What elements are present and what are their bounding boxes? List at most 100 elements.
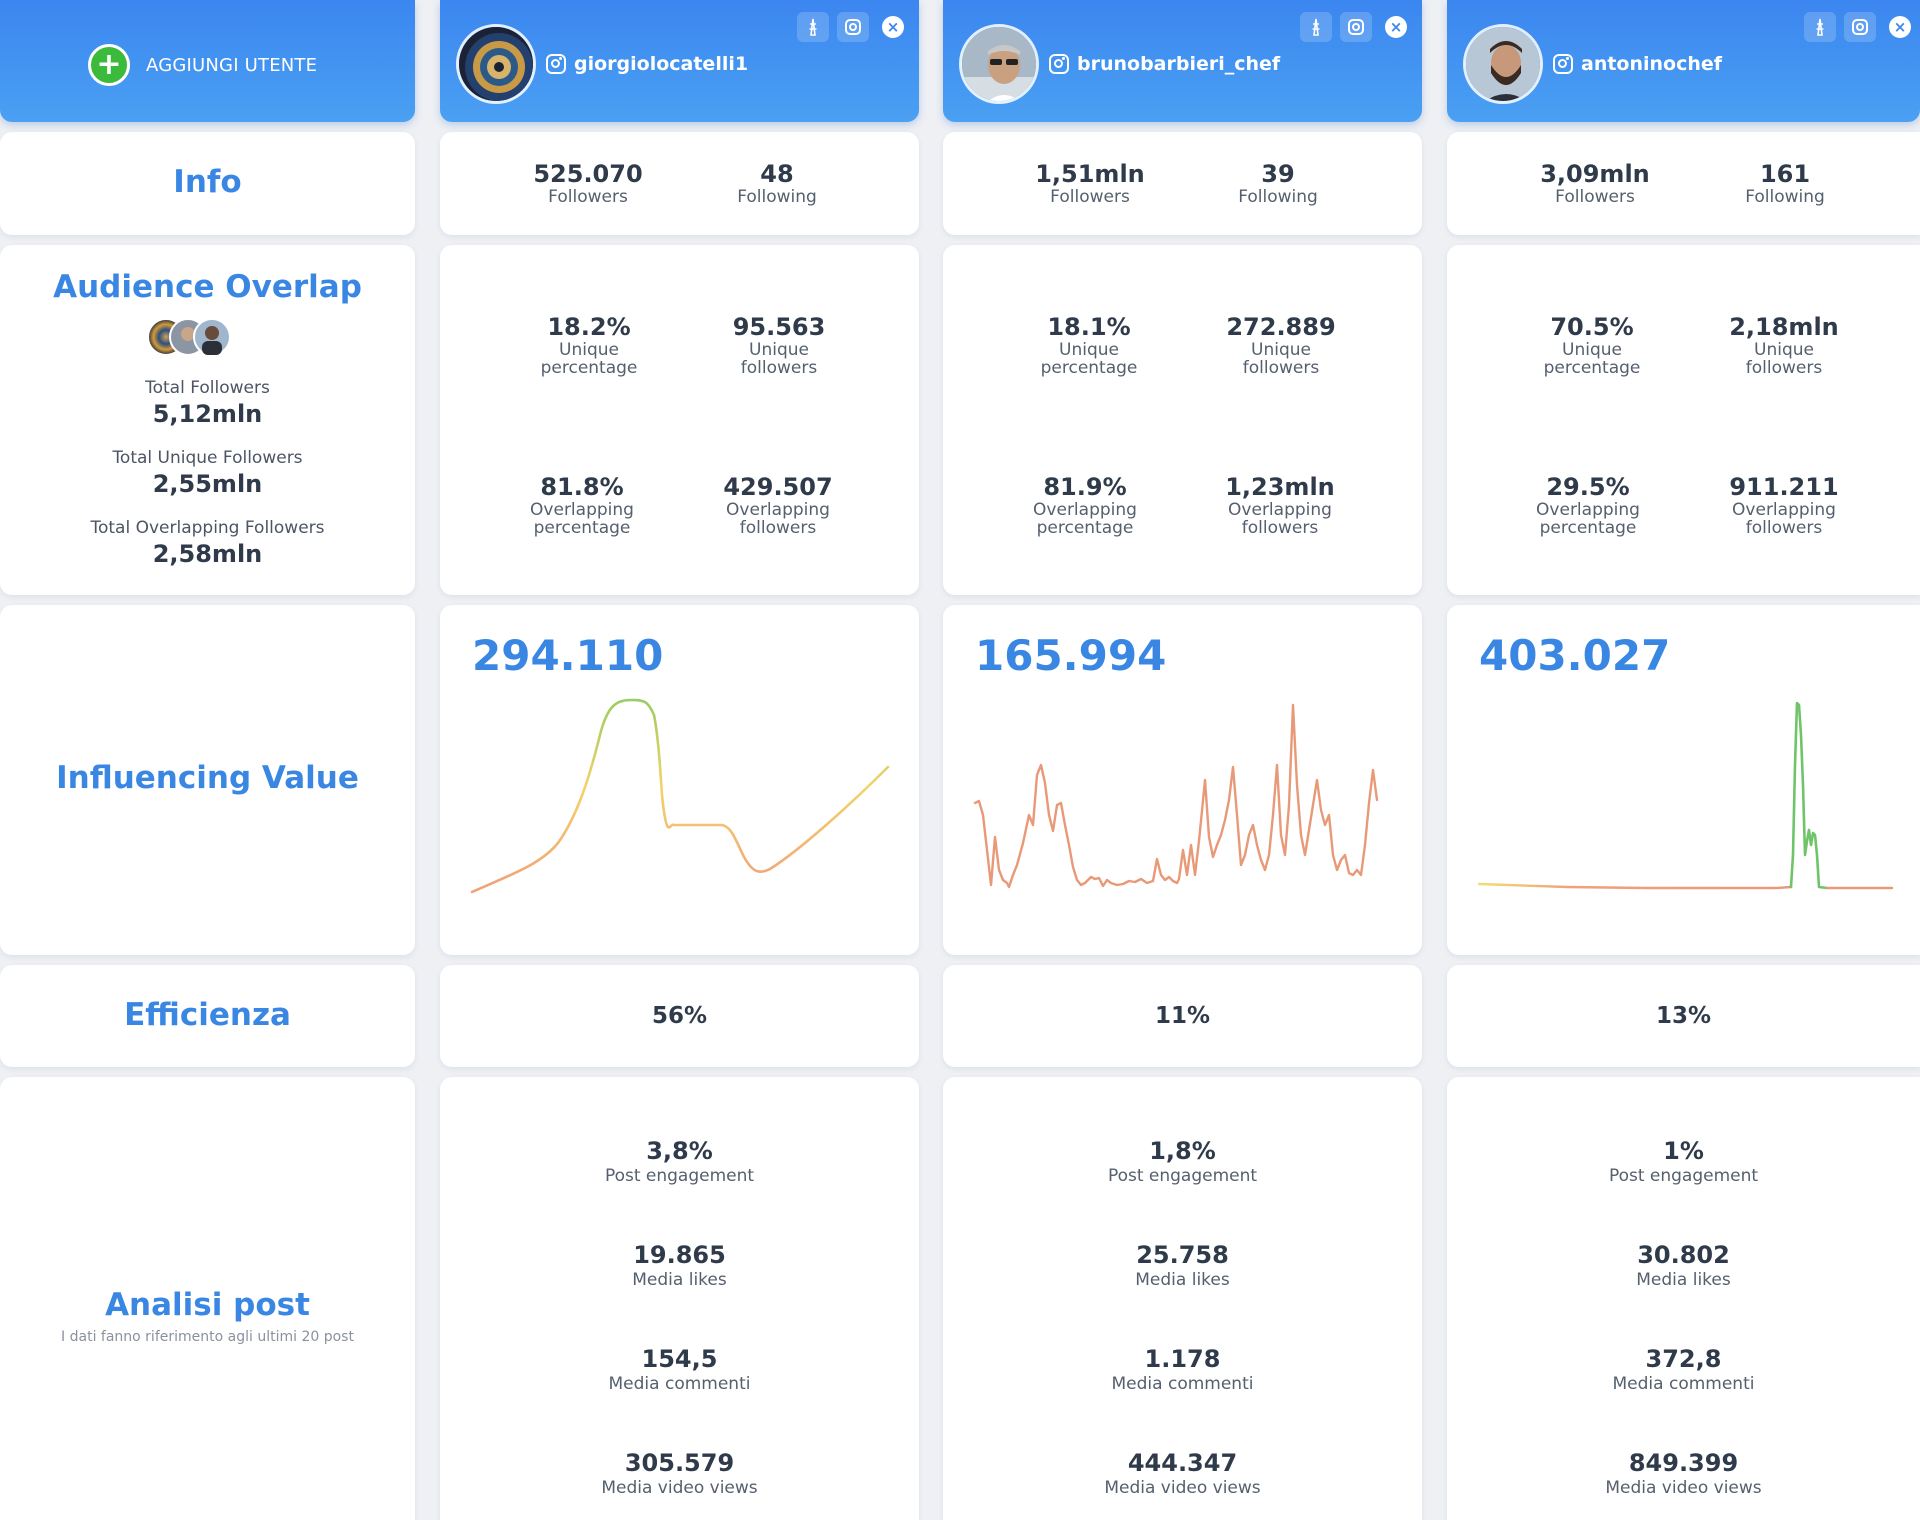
post-engagement-label: Post engagement	[1608, 1166, 1759, 1186]
avatar	[456, 24, 536, 104]
remove-profile-button[interactable]: ×	[877, 12, 909, 42]
instagram-icon	[1553, 54, 1573, 74]
media-comments-stat: 154,5 Media commenti	[440, 1345, 919, 1395]
label-line: followers	[1745, 518, 1823, 538]
efficiency-card-3: 13%	[1447, 965, 1920, 1067]
efficiency-label-card: Efficienza	[0, 965, 415, 1067]
profile-header-1: giorgiolocatelli1 ×	[440, 0, 919, 122]
label-line: Overlapping	[1228, 500, 1332, 520]
media-video-views-stat: 444.347 Media video views	[943, 1449, 1422, 1499]
media-likes-value: 30.802	[1637, 1241, 1730, 1269]
label-line: Unique	[559, 340, 619, 360]
profile-username[interactable]: brunobarbieri_chef	[1049, 53, 1280, 75]
unique-followers-value: 2,18mln	[1729, 313, 1839, 341]
following-label: Following	[737, 187, 817, 207]
instagram-icon	[1852, 19, 1868, 35]
tower-icon	[1312, 18, 1320, 36]
remove-profile-button[interactable]: ×	[1380, 12, 1412, 42]
media-comments-value: 1.178	[1144, 1345, 1221, 1373]
overlap-followers-stat: 1,23mln Overlapping followers	[1190, 473, 1370, 537]
influencing-value-title: Influencing Value	[56, 760, 359, 796]
instagram-link-button[interactable]	[1844, 12, 1876, 42]
post-engagement-stat: 3,8% Post engagement	[440, 1137, 919, 1187]
following-value: 161	[1759, 160, 1811, 188]
label-line: percentage	[1040, 358, 1138, 378]
media-likes-value: 25.758	[1136, 1241, 1229, 1269]
info-card-3: 3,09mln Followers 161 Following	[1447, 132, 1920, 235]
overlap-followers-stat: 911.211 Overlapping followers	[1694, 473, 1874, 537]
unique-percentage-stat: 18.2% Unique percentage	[499, 313, 679, 377]
posts-card-3: 1% Post engagement 30.802 Media likes 37…	[1447, 1077, 1920, 1520]
overlap-summary-card: Audience Overlap Total Followers 5,12mln…	[0, 245, 415, 595]
media-comments-stat: 1.178 Media commenti	[943, 1345, 1422, 1395]
post-analysis-title: Analisi post	[105, 1287, 310, 1323]
instagram-link-button[interactable]	[1340, 12, 1372, 42]
label-line: Overlapping	[726, 500, 830, 520]
avatar	[1463, 24, 1543, 104]
influencing-card-1: 294.110	[440, 605, 919, 955]
overlap-percentage-value: 81.9%	[1043, 473, 1127, 501]
influencing-card-3: 403.027	[1447, 605, 1920, 955]
efficiency-card-2: 11%	[943, 965, 1422, 1067]
overlap-followers-value: 429.507	[723, 473, 833, 501]
post-engagement-value: 3,8%	[646, 1137, 713, 1165]
media-video-views-stat: 305.579 Media video views	[440, 1449, 919, 1499]
efficiency-value: 11%	[1154, 1003, 1211, 1029]
tower-icon	[1816, 18, 1824, 36]
tower-icon	[809, 18, 817, 36]
followers-stat: 1,51mln Followers	[1000, 160, 1180, 206]
influencing-label-card: Influencing Value	[0, 605, 415, 955]
media-video-views-label: Media video views	[601, 1478, 758, 1498]
post-engagement-label: Post engagement	[1107, 1166, 1258, 1186]
following-stat: 39 Following	[1188, 160, 1368, 206]
influencing-sparkline	[973, 703, 1379, 889]
overlap-percentage-value: 29.5%	[1546, 473, 1630, 501]
media-video-views-value: 444.347	[1127, 1449, 1238, 1477]
overlap-card-1: 18.2% Unique percentage 95.563 Unique fo…	[440, 245, 919, 595]
overlap-card-2: 18.1% Unique percentage 272.889 Unique f…	[943, 245, 1422, 595]
add-user-button[interactable]: + AGGIUNGI UTENTE	[88, 44, 317, 86]
influencing-value: 294.110	[472, 631, 664, 680]
label-line: percentage	[1543, 358, 1641, 378]
avatar	[959, 24, 1039, 104]
unique-percentage-value: 18.2%	[547, 313, 631, 341]
media-likes-label: Media likes	[1135, 1270, 1230, 1290]
profile-username[interactable]: antoninochef	[1553, 53, 1722, 75]
media-likes-label: Media likes	[1636, 1270, 1731, 1290]
followers-value: 1,51mln	[1035, 160, 1145, 188]
unique-followers-value: 95.563	[732, 313, 826, 341]
overlap-avatars	[147, 317, 234, 357]
posts-card-1: 3,8% Post engagement 19.865 Media likes …	[440, 1077, 919, 1520]
media-comments-label: Media commenti	[1111, 1374, 1254, 1394]
stats-button[interactable]	[797, 12, 829, 42]
info-card-2: 1,51mln Followers 39 Following	[943, 132, 1422, 235]
add-user-label: AGGIUNGI UTENTE	[146, 54, 318, 76]
instagram-link-button[interactable]	[837, 12, 869, 42]
close-icon: ×	[882, 16, 904, 38]
unique-followers-stat: 272.889 Unique followers	[1191, 313, 1371, 377]
profile-username[interactable]: giorgiolocatelli1	[546, 53, 748, 75]
media-likes-value: 19.865	[633, 1241, 726, 1269]
followers-value: 525.070	[533, 160, 643, 188]
label-line: followers	[1242, 358, 1320, 378]
label-line: followers	[1745, 358, 1823, 378]
media-comments-value: 154,5	[641, 1345, 718, 1373]
overlap-followers-value: 1,23mln	[1225, 473, 1335, 501]
audience-overlap-title: Audience Overlap	[53, 269, 362, 305]
media-video-views-label: Media video views	[1605, 1478, 1762, 1498]
followers-label: Followers	[548, 187, 628, 207]
influencing-sparkline	[470, 698, 890, 894]
post-engagement-label: Post engagement	[604, 1166, 755, 1186]
username-text: giorgiolocatelli1	[574, 53, 749, 75]
plus-icon: +	[88, 44, 130, 86]
unique-percentage-stat: 70.5% Unique percentage	[1502, 313, 1682, 377]
stats-button[interactable]	[1804, 12, 1836, 42]
remove-profile-button[interactable]: ×	[1884, 12, 1916, 42]
media-comments-label: Media commenti	[1612, 1374, 1755, 1394]
stats-button[interactable]	[1300, 12, 1332, 42]
unique-followers-stat: 95.563 Unique followers	[689, 313, 869, 377]
following-value: 48	[760, 160, 794, 188]
label-line: Overlapping	[530, 500, 634, 520]
media-comments-value: 372,8	[1645, 1345, 1722, 1373]
media-likes-stat: 30.802 Media likes	[1447, 1241, 1920, 1291]
